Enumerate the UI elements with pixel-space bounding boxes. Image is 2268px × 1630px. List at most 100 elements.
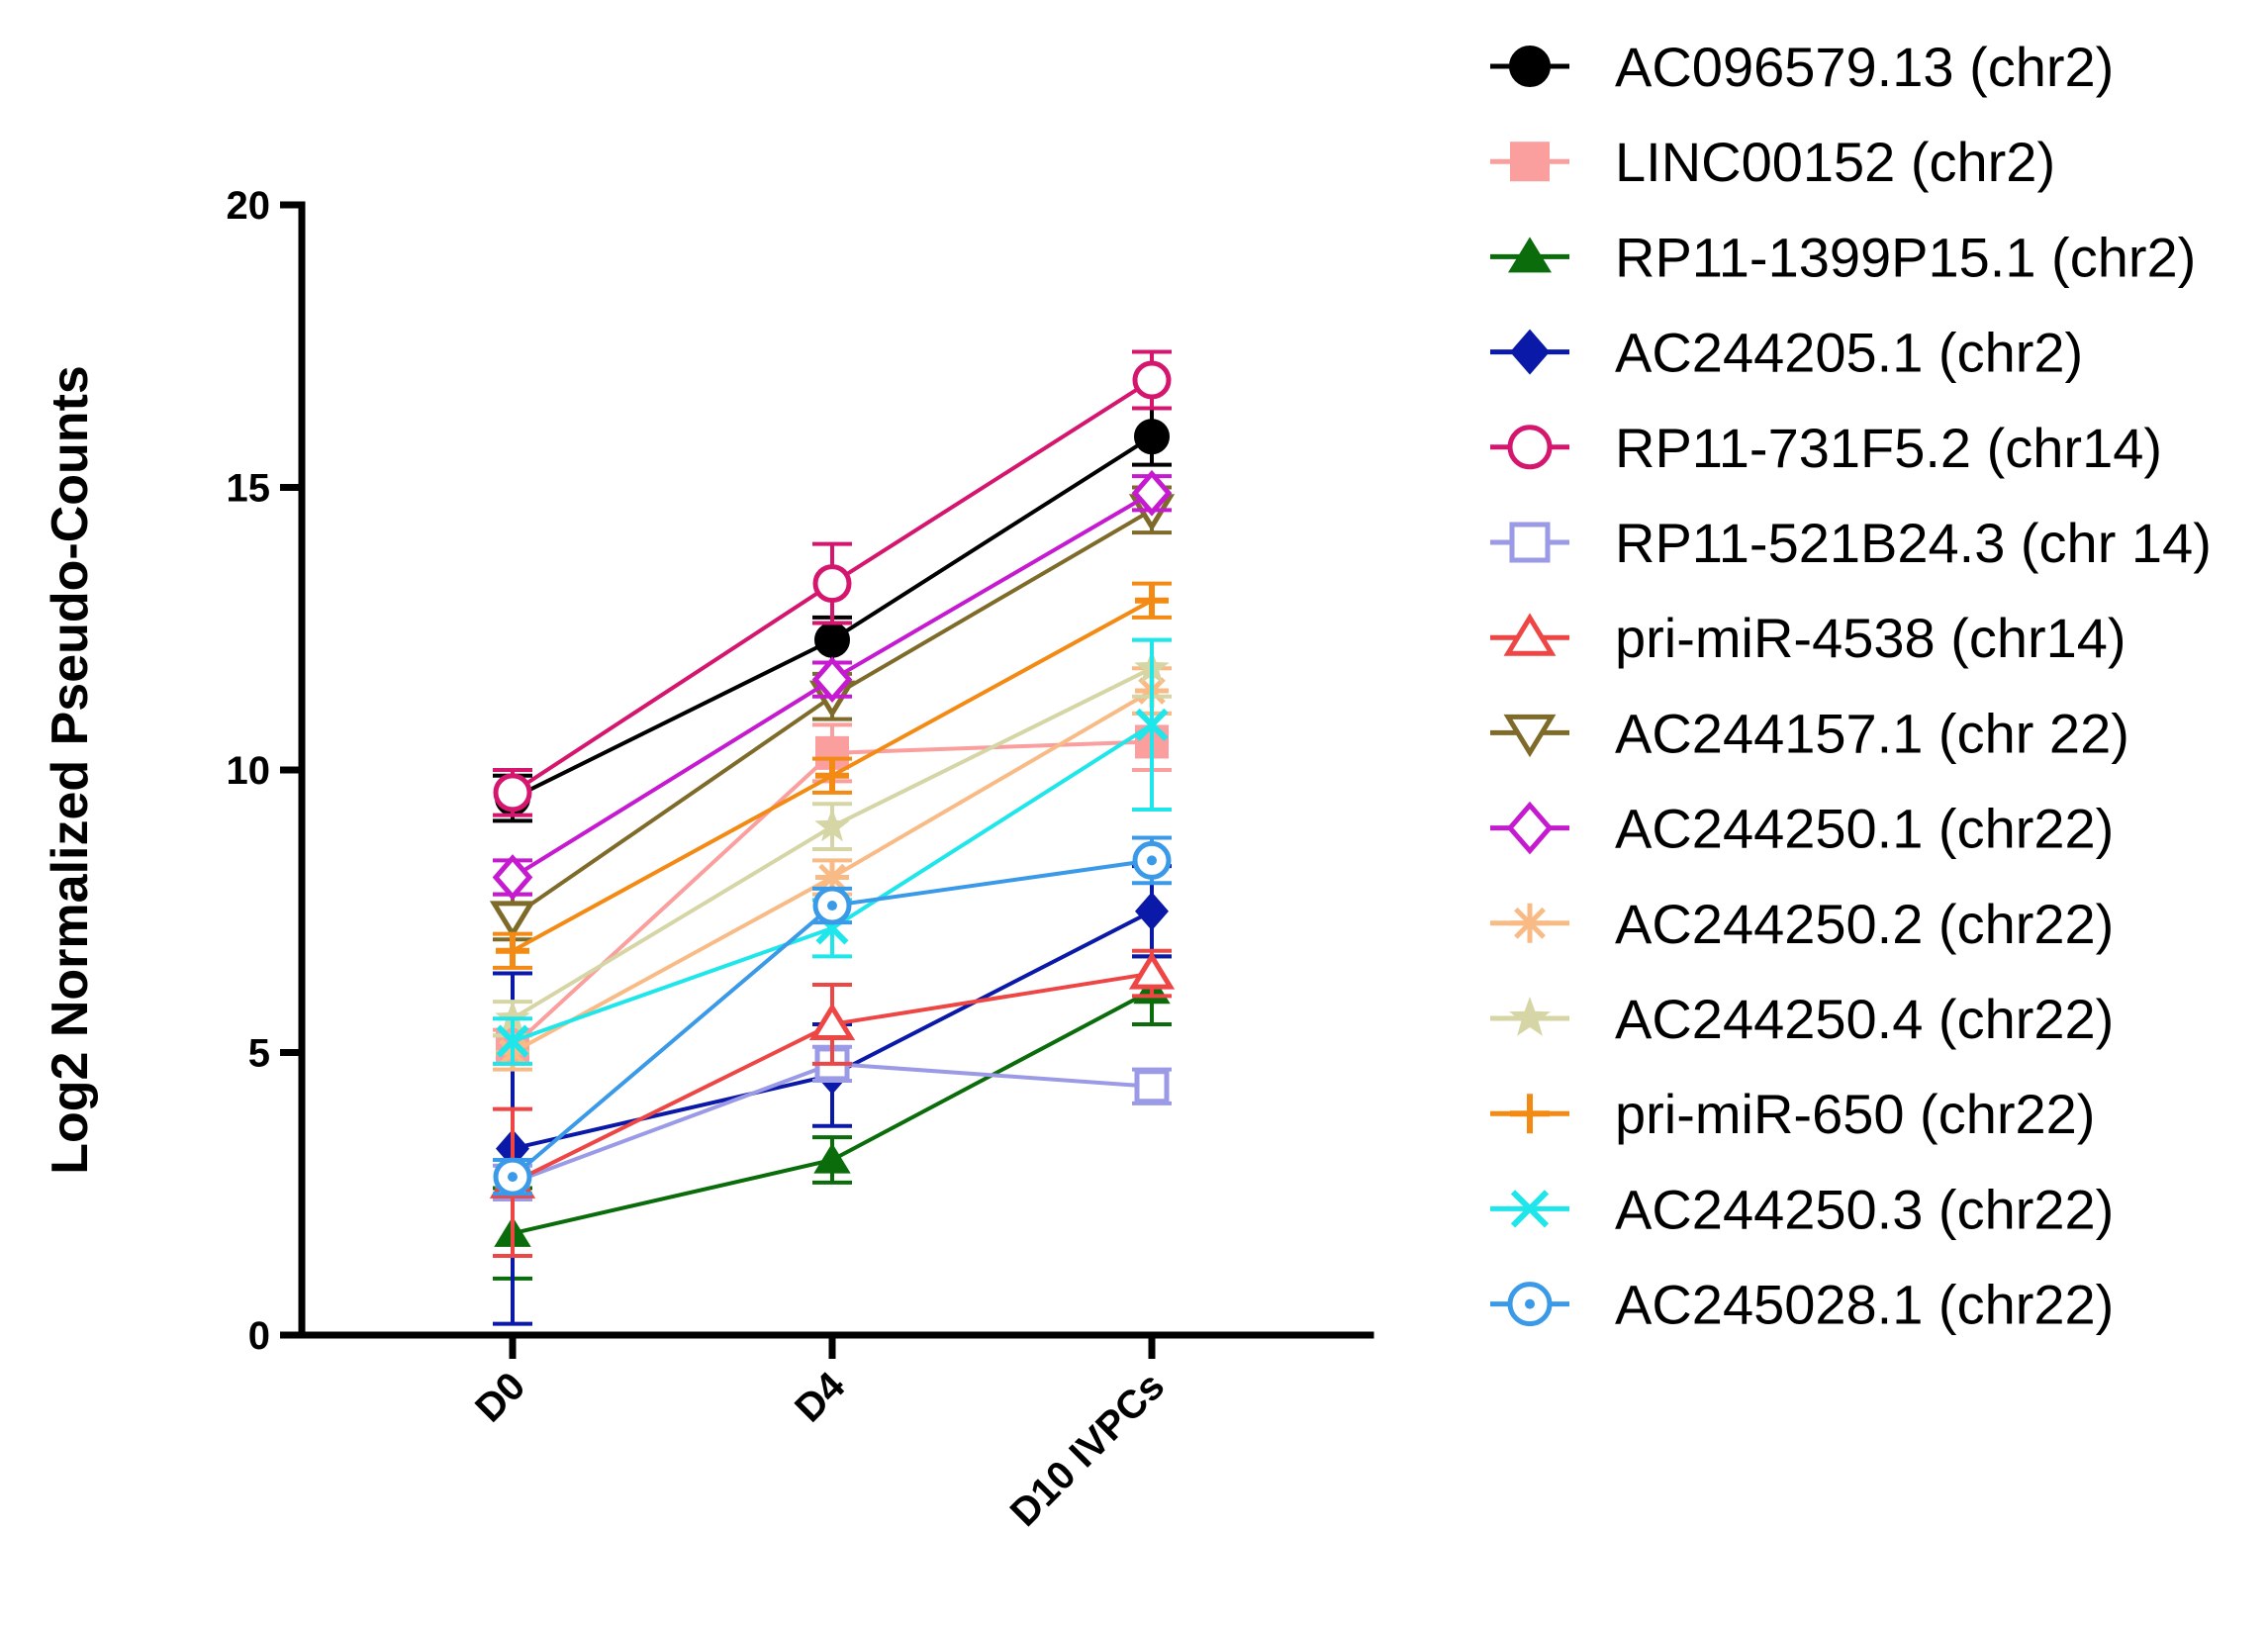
legend-item-0: AC096579.13 (chr2) [1490, 36, 2114, 98]
legend-item-10: AC244250.4 (chr22) [1490, 988, 2114, 1050]
legend-marker-0 [1509, 46, 1551, 87]
data-point-9-1-shape [815, 860, 849, 895]
legend-label-9: AC244250.2 (chr22) [1615, 893, 2114, 955]
data-point-0-2-shape [1134, 419, 1170, 455]
legend-item-8: AC244250.1 (chr22) [1490, 798, 2114, 860]
data-point-5-2-shape [1134, 1069, 1170, 1104]
legend-item-13: AC245028.1 (chr22) [1490, 1274, 2114, 1336]
data-point-11-1 [815, 758, 849, 793]
data-point-13-1 [812, 886, 852, 925]
legend-item-12: AC244250.3 (chr22) [1490, 1178, 2114, 1240]
legend-marker-7 [1503, 714, 1557, 758]
data-point-11-2 [1135, 583, 1169, 618]
legend-marker-6 [1503, 613, 1557, 656]
legend-marker-1-shape [1510, 142, 1550, 182]
y-tick-label-2: 10 [227, 749, 271, 793]
legend-marker-12-shape [1510, 1190, 1550, 1228]
y-tick-label-1: 5 [248, 1032, 270, 1076]
data-point-11-2-shape [1135, 583, 1169, 618]
data-point-12-2 [1135, 708, 1169, 741]
legend-label-10: AC244250.4 (chr22) [1615, 988, 2114, 1050]
legend-marker-4 [1507, 425, 1553, 470]
legend-marker-4-shape [1507, 425, 1553, 470]
legend-marker-0-shape [1509, 46, 1551, 87]
legend-label-6: pri-miR-4538 (chr14) [1615, 607, 2126, 669]
data-point-12-2-shape [1135, 708, 1169, 741]
legend-marker-11-shape [1510, 1094, 1550, 1134]
x-tick-label-2: D10 IVPCs [1002, 1364, 1174, 1535]
y-tick-label-0: 0 [248, 1314, 270, 1358]
y-axis-title: Log2 Normalized Pseudo-Counts [42, 365, 99, 1175]
data-point-2-1-shape [813, 1142, 851, 1174]
data-point-12-0 [496, 1024, 529, 1058]
data-point-7-0-shape [489, 901, 536, 939]
legend-item-5: RP11-521B24.3 (chr 14) [1490, 512, 2212, 574]
data-point-7-0 [489, 901, 536, 939]
legend-label-12: AC244250.3 (chr22) [1615, 1178, 2114, 1240]
data-point-0-1 [814, 622, 850, 658]
data-point-2-1 [813, 1142, 851, 1174]
legend-marker-9-shape [1510, 903, 1550, 943]
data-point-6-1-shape [808, 1003, 856, 1041]
legend-label-8: AC244250.1 (chr22) [1615, 798, 2114, 860]
data-point-13-0 [493, 1157, 532, 1197]
series-8 [492, 469, 1173, 901]
data-point-6-1 [808, 1003, 856, 1041]
legend-marker-8 [1506, 801, 1554, 855]
data-point-3-2-shape [1135, 892, 1169, 931]
data-point-8-2-shape [1131, 469, 1173, 517]
legend-marker-13 [1507, 1282, 1553, 1327]
data-point-8-0 [492, 854, 533, 901]
data-point-6-2 [1128, 951, 1176, 990]
data-point-4-0 [493, 773, 532, 813]
data-point-12-0-shape [496, 1024, 529, 1058]
legend-label-4: RP11-731F5.2 (chr14) [1615, 417, 2162, 479]
legend-label-11: pri-miR-650 (chr22) [1615, 1083, 2095, 1145]
data-point-8-2 [1131, 469, 1173, 517]
data-point-13-0-dot [508, 1172, 518, 1183]
series-12 [493, 637, 1172, 1066]
data-point-11-0 [496, 933, 529, 968]
x-tick-label-0: D0 [467, 1364, 533, 1430]
data-point-13-1-dot [827, 901, 837, 911]
y-tick-label-4: 20 [227, 184, 271, 228]
legend-marker-1 [1510, 142, 1550, 182]
axes: 0 5 10 15 20 D0 D4 D10 IVPCs Log2 Normalized Pse… [42, 184, 1374, 1535]
legend-item-6: pri-miR-4538 (chr14) [1490, 607, 2126, 669]
legend-label-5: RP11-521B24.3 (chr 14) [1615, 512, 2212, 574]
data-point-8-0-shape [492, 854, 533, 901]
data-point-10-1 [814, 808, 850, 842]
legend-marker-12 [1510, 1190, 1550, 1228]
legend-item-1: LINC00152 (chr2) [1490, 131, 2055, 193]
y-tick-label-3: 15 [227, 467, 271, 511]
series-4 [493, 349, 1172, 817]
legend-marker-10 [1509, 997, 1551, 1036]
legend-item-7: AC244157.1 (chr 22) [1490, 702, 2129, 764]
data-point-9-1 [815, 860, 849, 895]
data-point-4-2-shape [1132, 360, 1172, 400]
legend: AC096579.13 (chr2) LINC00152 (chr2) RP11-1… [1490, 36, 2212, 1336]
legend-label-1: LINC00152 (chr2) [1615, 131, 2055, 193]
data-point-13-2-dot [1147, 855, 1157, 866]
data-point-0-2 [1134, 419, 1170, 455]
legend-marker-3 [1510, 329, 1550, 375]
legend-marker-10-shape [1509, 997, 1551, 1036]
legend-item-4: RP11-731F5.2 (chr14) [1490, 417, 2162, 479]
series-11 [493, 581, 1172, 970]
legend-marker-8-shape [1506, 801, 1554, 855]
legend-label-3: AC244205.1 (chr2) [1615, 322, 2083, 384]
legend-item-3: AC244205.1 (chr2) [1490, 322, 2083, 384]
data-point-13-2 [1132, 840, 1172, 880]
x-tick-label-1: D4 [787, 1364, 854, 1431]
series-13 [493, 835, 1172, 1197]
legend-marker-5 [1509, 522, 1551, 563]
data-point-3-2 [1135, 892, 1169, 931]
legend-item-9: AC244250.2 (chr22) [1490, 893, 2114, 955]
data-point-4-1-shape [812, 564, 852, 604]
legend-marker-11 [1510, 1094, 1550, 1134]
legend-marker-6-shape [1503, 613, 1557, 656]
legend-marker-13-dot [1525, 1298, 1535, 1309]
data-point-8-1-shape [811, 656, 853, 703]
plot-area [489, 349, 1176, 1326]
